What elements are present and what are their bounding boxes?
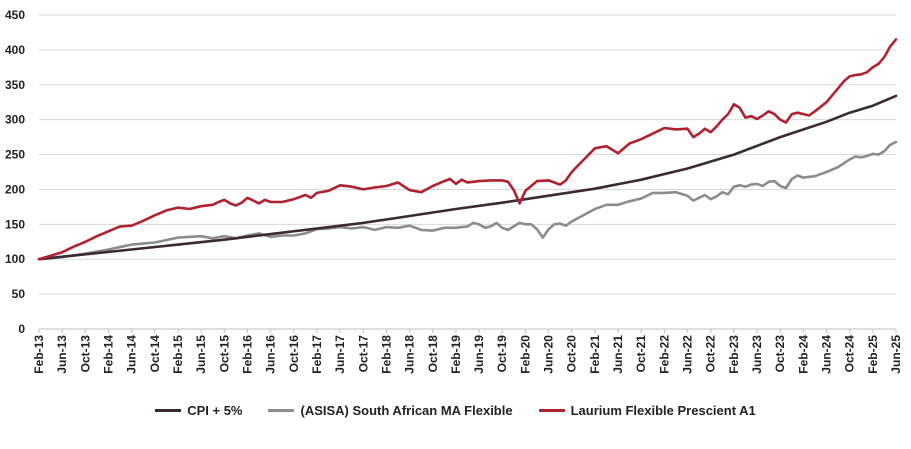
series-line-2 <box>37 38 898 261</box>
legend-label-laurium: Laurium Flexible Prescient A1 <box>570 403 756 418</box>
x-tick-label: Jun-21 <box>611 335 625 374</box>
x-tick-label: Feb-16 <box>240 335 254 374</box>
x-axis-ticks: Feb-13 Jun-13 Oct-13 Feb-14 Jun-14 Oct-14 Feb-… <box>32 335 903 374</box>
x-tick-label: Jun-20 <box>542 335 556 374</box>
x-tick-label: Oct-23 <box>773 335 787 373</box>
legend-swatch-asisa <box>268 409 295 412</box>
x-tick-label: Jun-15 <box>194 335 208 374</box>
x-tick-label: Feb-24 <box>796 335 810 374</box>
x-tick-label: Oct-16 <box>287 335 301 373</box>
legend-label-asisa: (ASISA) South African MA Flexible <box>300 403 513 418</box>
x-tick-label: Feb-17 <box>310 335 324 374</box>
x-tick-label: Oct-24 <box>843 335 857 373</box>
x-tick-label: Oct-22 <box>704 335 718 373</box>
legend-swatch-cpi <box>155 409 182 412</box>
series-line-0 <box>37 94 898 261</box>
x-tick-label: Feb-25 <box>866 335 880 374</box>
x-tick-label: Jun-19 <box>472 335 486 374</box>
x-tick-label: Jun-23 <box>750 335 764 374</box>
y-axis-ticks: 0 50 100 150 200 250 300 350 400 450 <box>5 8 25 336</box>
x-tick-label: Jun-25 <box>889 335 903 374</box>
legend: CPI + 5% (ASISA) South African MA Flexib… <box>0 403 911 418</box>
x-tick-label: Feb-19 <box>449 335 463 374</box>
x-tick-label: Jun-22 <box>681 335 695 374</box>
x-tick-label: Oct-21 <box>634 335 648 373</box>
x-tick-label: Oct-15 <box>217 335 231 373</box>
series-lines <box>37 38 898 261</box>
y-tick-label: 50 <box>12 287 26 301</box>
x-tick-label: Feb-23 <box>727 335 741 374</box>
y-tick-label: 200 <box>5 182 25 196</box>
x-tick-label: Jun-18 <box>403 335 417 374</box>
x-tick-label: Feb-21 <box>588 335 602 374</box>
x-tick-label: Feb-15 <box>171 335 185 374</box>
x-tick-label: Oct-18 <box>426 335 440 373</box>
series-line-1 <box>37 140 898 261</box>
y-tick-label: 450 <box>5 8 25 22</box>
x-tick-label: Oct-20 <box>565 335 579 373</box>
x-tick-label: Jun-24 <box>820 335 834 374</box>
x-tick-label: Oct-14 <box>148 335 162 373</box>
legend-item-asisa: (ASISA) South African MA Flexible <box>268 403 513 418</box>
x-tick-label: Feb-20 <box>518 335 532 374</box>
legend-label-cpi: CPI + 5% <box>187 403 243 418</box>
y-tick-label: 250 <box>5 148 25 162</box>
x-tick-label: Jun-13 <box>55 335 69 374</box>
x-axis <box>38 328 897 333</box>
y-tick-label: 400 <box>5 43 25 57</box>
y-tick-label: 300 <box>5 113 25 127</box>
line-chart: 0 50 100 150 200 250 300 350 400 450 Feb-13 Jun-13… <box>5 8 903 374</box>
legend-item-laurium: Laurium Flexible Prescient A1 <box>538 403 756 418</box>
x-tick-label: Jun-14 <box>125 335 139 374</box>
x-tick-label: Feb-13 <box>32 335 46 374</box>
x-tick-label: Oct-19 <box>495 335 509 373</box>
legend-swatch-laurium <box>538 409 565 412</box>
gridlines <box>39 14 896 295</box>
legend-item-cpi: CPI + 5% <box>155 403 242 418</box>
y-tick-label: 150 <box>5 217 25 231</box>
x-tick-label: Feb-22 <box>657 335 671 374</box>
x-tick-label: Jun-16 <box>264 335 278 374</box>
y-tick-label: 0 <box>18 322 25 336</box>
x-tick-label: Feb-14 <box>101 335 115 374</box>
x-tick-label: Jun-17 <box>333 335 347 374</box>
y-tick-label: 350 <box>5 78 25 92</box>
x-tick-label: Oct-17 <box>356 335 370 373</box>
x-tick-label: Feb-18 <box>379 335 393 374</box>
x-tick-label: Oct-13 <box>78 335 92 373</box>
y-tick-label: 100 <box>5 252 25 266</box>
